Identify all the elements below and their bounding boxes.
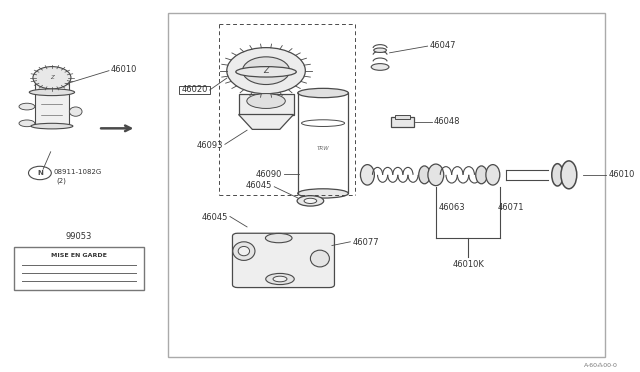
Text: A·60⁂00·0: A·60⁂00·0 [584,363,618,368]
Text: (2): (2) [56,178,67,185]
Bar [14,247,144,290]
Ellipse shape [486,165,500,185]
Ellipse shape [298,89,348,98]
Text: 46010K: 46010K [452,260,484,269]
Ellipse shape [428,164,444,186]
Circle shape [227,48,305,94]
Circle shape [29,166,51,180]
Text: MISE EN GARDE: MISE EN GARDE [51,253,107,257]
Bar [179,86,210,94]
Circle shape [243,57,290,84]
Text: 46090: 46090 [255,170,282,179]
Polygon shape [239,115,294,129]
Ellipse shape [29,89,75,96]
Ellipse shape [310,250,330,267]
Ellipse shape [19,103,35,110]
Ellipse shape [69,107,82,116]
Text: 46077: 46077 [352,238,379,247]
Bar [239,94,294,115]
Ellipse shape [419,166,430,184]
Ellipse shape [476,166,487,184]
Ellipse shape [374,48,387,52]
Text: TRW: TRW [317,146,330,151]
Bar [392,117,413,127]
Text: 46047: 46047 [429,41,456,50]
Text: 46071: 46071 [497,203,524,212]
Ellipse shape [304,198,317,203]
Text: 46045: 46045 [246,181,273,190]
Ellipse shape [31,124,73,129]
FancyBboxPatch shape [232,233,335,288]
Text: N: N [37,170,43,176]
Text: 46010: 46010 [111,65,137,74]
Ellipse shape [233,242,255,260]
Ellipse shape [247,94,285,109]
Ellipse shape [19,120,35,127]
Ellipse shape [238,246,250,256]
Text: 46048: 46048 [434,117,460,126]
Text: 46020: 46020 [181,85,207,94]
Ellipse shape [552,164,563,186]
Ellipse shape [266,234,292,243]
Text: Z: Z [50,75,54,80]
Ellipse shape [561,161,577,189]
Ellipse shape [298,189,348,198]
Bar [35,78,69,126]
Text: 46093: 46093 [196,141,223,150]
Circle shape [33,67,71,89]
Ellipse shape [236,67,296,77]
Bar [395,115,410,119]
Text: 99053: 99053 [66,232,92,241]
Text: 46063: 46063 [439,203,466,212]
Bar [168,13,605,357]
Text: 08911-1082G: 08911-1082G [54,169,102,175]
Text: 46045: 46045 [202,213,228,222]
Ellipse shape [360,165,374,185]
Ellipse shape [273,276,287,282]
Ellipse shape [297,196,324,206]
Ellipse shape [371,64,389,70]
Text: Z: Z [263,66,269,75]
Ellipse shape [266,273,294,285]
Text: 46010: 46010 [608,170,634,179]
